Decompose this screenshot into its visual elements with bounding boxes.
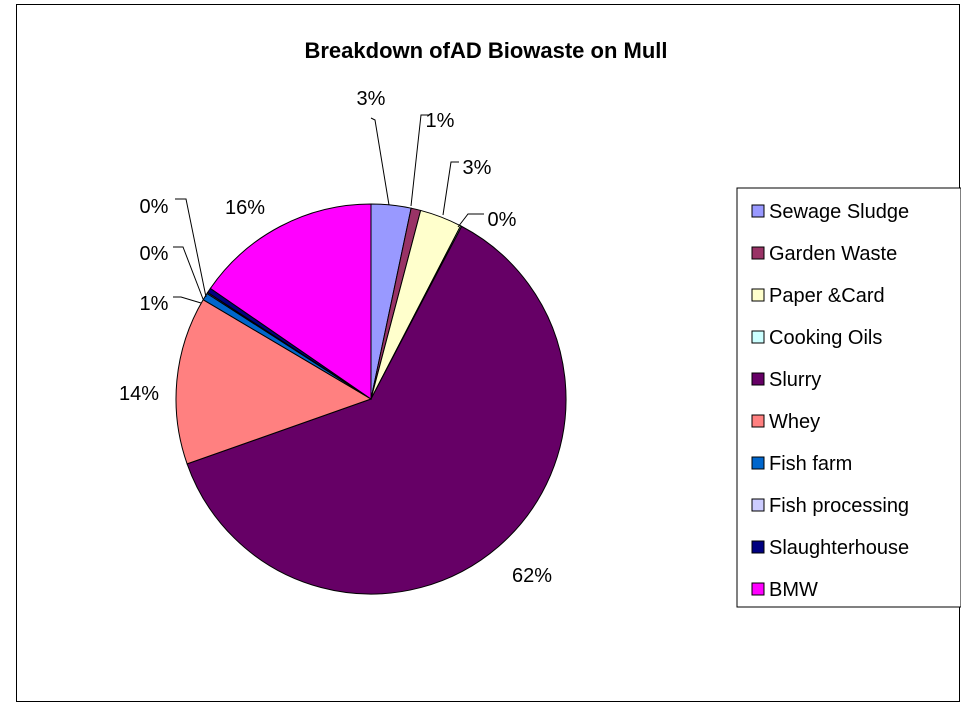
data-label-slurry: 62% xyxy=(512,565,552,587)
legend-swatch-fish-processing xyxy=(751,498,765,512)
legend-label-slurry: Slurry xyxy=(769,369,821,391)
legend-box xyxy=(736,187,961,608)
legend-label-cooking-oils: Cooking Oils xyxy=(769,327,882,349)
legend-label-bmw: BMW xyxy=(769,579,818,601)
pie-slice-slurry xyxy=(186,225,567,595)
data-labels: 3% 1% 3% 0% 62% 14% 1% 0% 0% 16% xyxy=(119,88,552,587)
leader-line-fish-processing xyxy=(173,246,204,300)
legend-swatch-bmw xyxy=(751,582,765,596)
legend-label-slaughterhouse: Slaughterhouse xyxy=(769,537,909,559)
legend-label-fish-farm: Fish farm xyxy=(769,453,852,475)
legend-swatch-sewage-sludge xyxy=(751,204,765,218)
pie-slices xyxy=(175,203,567,595)
data-label-cooking-oils: 0% xyxy=(488,209,517,231)
chart-title: Breakdown ofAD Biowaste on Mull xyxy=(304,38,667,63)
legend-label-sewage-sludge: Sewage Sludge xyxy=(769,201,909,223)
legend-swatch-paper-card xyxy=(751,288,765,302)
legend-swatch-slaughterhouse xyxy=(751,540,765,554)
legend-swatch-garden-waste xyxy=(751,246,765,260)
data-label-slaughterhouse: 0% xyxy=(140,196,169,218)
legend: Sewage Sludge Garden Waste Paper &Card Cook… xyxy=(736,187,961,608)
legend-swatch-cooking-oils xyxy=(751,330,765,344)
leader-lines xyxy=(173,114,484,304)
leader-line-sewage-sludge xyxy=(370,117,390,206)
legend-swatch-whey xyxy=(751,414,765,428)
leader-line-slaughterhouse xyxy=(175,198,207,298)
data-label-fish-processing: 0% xyxy=(140,243,169,265)
data-label-sewage-sludge: 3% xyxy=(357,88,386,110)
legend-swatch-fish-farm xyxy=(751,456,765,470)
leader-line-paper-card xyxy=(442,161,459,216)
leader-line-fish-farm xyxy=(173,296,202,304)
data-label-paper-card: 3% xyxy=(463,157,492,179)
leader-line-cooking-oils xyxy=(457,213,484,228)
legend-label-whey: Whey xyxy=(769,411,820,433)
data-label-whey: 14% xyxy=(119,383,159,405)
data-label-fish-farm: 1% xyxy=(140,293,169,315)
legend-label-garden-waste: Garden Waste xyxy=(769,243,897,265)
legend-swatch-slurry xyxy=(751,372,765,386)
data-label-bmw: 16% xyxy=(225,197,265,219)
legend-label-fish-processing: Fish processing xyxy=(769,495,909,517)
legend-label-paper-card: Paper &Card xyxy=(769,285,885,307)
pie-slice-bmw xyxy=(209,203,372,400)
leader-line-garden-waste xyxy=(410,114,429,207)
data-label-garden-waste: 1% xyxy=(426,110,455,132)
pie-slice-whey xyxy=(175,299,373,465)
